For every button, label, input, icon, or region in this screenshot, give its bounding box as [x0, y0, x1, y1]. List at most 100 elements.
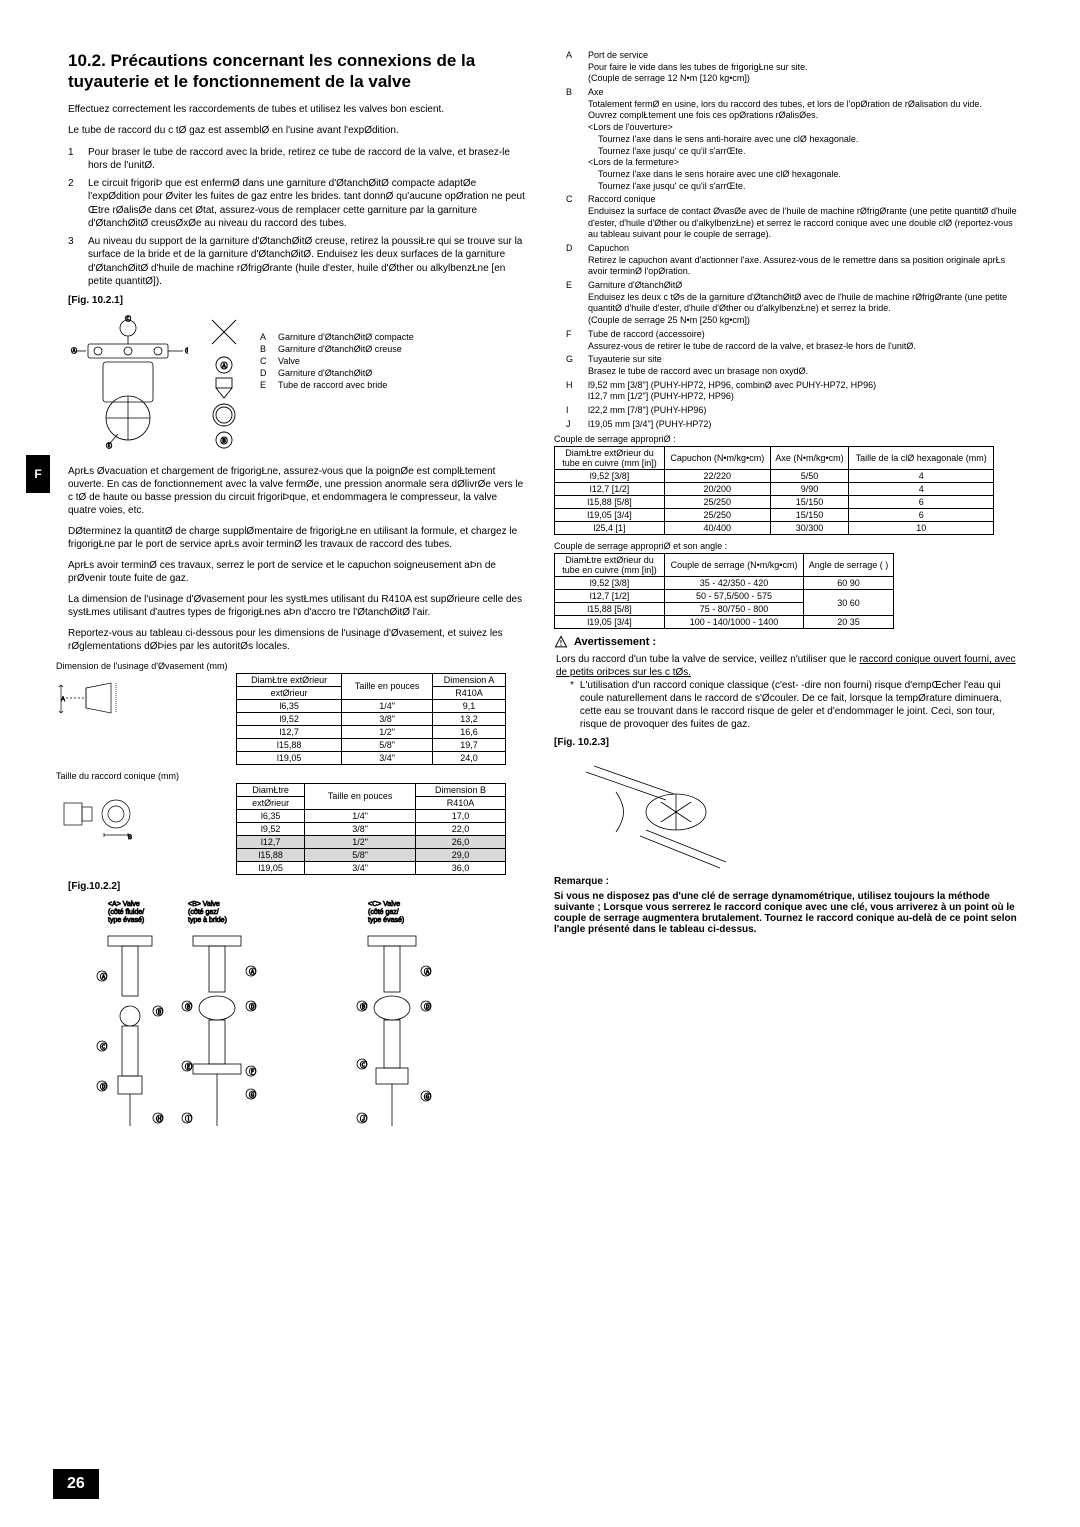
- td: 29,0: [416, 848, 506, 861]
- list-text: Pour braser le tube de raccord avec la b…: [88, 146, 526, 173]
- td: 25/250: [665, 496, 771, 509]
- svg-text:<C> Valve: <C> Valve: [368, 901, 400, 908]
- item-title: Port de service: [588, 50, 1024, 62]
- th: Taille de la clØ hexagonale (mm): [849, 447, 994, 470]
- th: extØrieur: [237, 796, 305, 809]
- item-title: l9,52 mm [3/8"] (PUHY-HP72, HP96, combin…: [588, 380, 1024, 392]
- td: 24,0: [433, 751, 506, 764]
- td: 3/8": [305, 822, 416, 835]
- td: l15,88 [5/8]: [555, 603, 665, 616]
- th: DiamŁtre extØrieur: [237, 673, 342, 686]
- td: 16,6: [433, 725, 506, 738]
- td: 5/8": [342, 738, 433, 751]
- th: Couple de serrage (N•m/kg•cm): [665, 554, 804, 577]
- fig-1022-label: [Fig.10.2.2]: [68, 881, 526, 892]
- item-key: E: [566, 280, 578, 327]
- warning-heading: Avertissement :: [554, 635, 1024, 649]
- svg-text:A: A: [61, 697, 65, 703]
- td: 10: [849, 522, 994, 535]
- intro-2: Le tube de raccord du c tØ gaz est assem…: [56, 124, 526, 138]
- td: l19,05 [3/4]: [555, 616, 665, 629]
- td: 75 - 80/750 - 800: [665, 603, 804, 616]
- legend-key: B: [260, 344, 272, 354]
- svg-text:type à bride): type à bride): [188, 917, 227, 924]
- list-text: Au niveau du support de la garniture d'Ø…: [88, 235, 526, 289]
- legend-text: Tube de raccord avec bride: [278, 380, 387, 390]
- svg-text:Ⓙ: Ⓙ: [360, 1115, 367, 1123]
- para: Reportez-vous au tableau ci-dessous pour…: [56, 627, 526, 653]
- letter-list-item: Hl9,52 mm [3/8"] (PUHY-HP72, HP96, combi…: [566, 380, 1024, 403]
- dim-b-diagram: B: [56, 783, 136, 833]
- th: extØrieur: [237, 686, 342, 699]
- svg-text:Ⓓ: Ⓓ: [100, 1083, 107, 1091]
- letter-list-item: CRaccord coniqueEnduisez la surface de c…: [566, 194, 1024, 241]
- letter-list-item: DCapuchonRetirez le capuchon avant d'act…: [566, 243, 1024, 278]
- item-line: Enduisez les deux c tØs de la garniture …: [588, 292, 1024, 315]
- td: 36,0: [416, 861, 506, 874]
- item-line: (Couple de serrage 12 N•m [120 kg•cm]): [588, 73, 1024, 85]
- svg-text:Ⓐ: Ⓐ: [424, 968, 431, 976]
- torque-table: DiamŁtre extØrieur du tube en cuivre (mm…: [554, 446, 994, 535]
- td: 1/2": [305, 835, 416, 848]
- td: 100 - 140/1000 - 1400: [665, 616, 804, 629]
- td: l12,7: [237, 835, 305, 848]
- td: 20 35: [804, 616, 894, 629]
- td: 30 60: [804, 590, 894, 616]
- item-line: <Lors de l'ouverture>: [588, 122, 1024, 134]
- item-title: l19,05 mm [3/4"] (PUHY-HP72): [588, 419, 1024, 431]
- item-body: l19,05 mm [3/4"] (PUHY-HP72): [588, 419, 1024, 431]
- lang-tab: F: [26, 455, 50, 493]
- svg-text:(côté fluide/: (côté fluide/: [108, 909, 144, 916]
- svg-text:Ⓒ: Ⓒ: [125, 315, 131, 323]
- para: AprŁs avoir terminØ ces travaux, serrez …: [56, 559, 526, 585]
- dim-table1: DiamŁtre extØrieurTaille en poucesDimens…: [236, 673, 506, 765]
- td: 1/4": [305, 809, 416, 822]
- right-letter-list: APort de servicePour faire le vide dans …: [554, 50, 1024, 430]
- td: 5/50: [770, 470, 849, 483]
- fig-1021-label: [Fig. 10.2.1]: [68, 295, 526, 306]
- svg-text:Ⓐ: Ⓐ: [221, 362, 228, 370]
- item-line: Tournez l'axe dans le sens horaire avec …: [588, 169, 1024, 181]
- remark-body: Si vous ne disposez pas d'une clé de ser…: [554, 891, 1024, 935]
- td: l9,52: [237, 822, 305, 835]
- td: 3/4": [305, 861, 416, 874]
- td: l19,05 [3/4]: [555, 509, 665, 522]
- letter-list-item: Jl19,05 mm [3/4"] (PUHY-HP72): [566, 419, 1024, 431]
- svg-text:<B> Valve: <B> Valve: [188, 901, 220, 908]
- item-key: J: [566, 419, 578, 431]
- svg-text:Ⓖ: Ⓖ: [249, 1091, 256, 1099]
- th: R410A: [433, 686, 506, 699]
- para: AprŁs Øvacuation et chargement de frigor…: [56, 465, 526, 517]
- td: l15,88 [5/8]: [555, 496, 665, 509]
- td: 19,7: [433, 738, 506, 751]
- angle-caption: Couple de serrage appropriØ et son angle…: [554, 541, 1024, 551]
- item-key: B: [566, 87, 578, 192]
- item-line: Assurez-vous de retirer le tube de racco…: [588, 341, 1024, 353]
- svg-text:Ⓐ: Ⓐ: [71, 347, 77, 355]
- fig-1023-diagram: [566, 752, 746, 872]
- svg-text:Ⓑ: Ⓑ: [156, 1008, 163, 1016]
- item-line: Tournez l'axe jusqu' ce qu'il s'arrŒte.: [588, 146, 1024, 158]
- td: l9,52 [3/8]: [555, 470, 665, 483]
- warn-line: Lors du raccord d'un tube la valve de se…: [556, 654, 859, 665]
- td: l6,35: [237, 809, 305, 822]
- angle-table: DiamŁtre extØrieur du tube en cuivre (mm…: [554, 553, 894, 629]
- legend-text: Garniture d'ØtanchØitØ: [278, 368, 372, 378]
- letter-list-item: Il22,2 mm [7/8"] (PUHY-HP96): [566, 405, 1024, 417]
- item-body: Port de servicePour faire le vide dans l…: [588, 50, 1024, 85]
- svg-text:Ⓔ: Ⓔ: [185, 1063, 192, 1071]
- fig-1021-diagram: Ⓒ Ⓑ Ⓐ Ⓔ: [68, 310, 188, 455]
- svg-text:Ⓗ: Ⓗ: [156, 1115, 163, 1123]
- svg-text:(côté gaz/: (côté gaz/: [188, 909, 219, 916]
- item-line: (Couple de serrage 25 N•m [250 kg•cm]): [588, 315, 1024, 327]
- td: 4: [849, 470, 994, 483]
- fig-1022-diagram: <A> Valve(côté fluide/type évasé) <B> Va…: [68, 896, 498, 1136]
- item-line: Totalement fermØ en usine, lors du racco…: [588, 99, 1024, 111]
- letter-list-item: BAxeTotalement fermØ en usine, lors du r…: [566, 87, 1024, 192]
- td: 3/8": [342, 712, 433, 725]
- intro-1: Effectuez correctement les raccordements…: [56, 103, 526, 117]
- asterisk: *: [570, 679, 574, 731]
- item-body: AxeTotalement fermØ en usine, lors du ra…: [588, 87, 1024, 192]
- td: l19,05: [237, 861, 305, 874]
- para: La dimension de l'usinage d'Øvasement po…: [56, 593, 526, 619]
